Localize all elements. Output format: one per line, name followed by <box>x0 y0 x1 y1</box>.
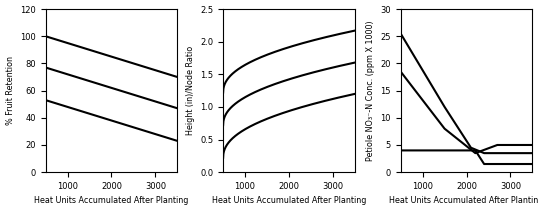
X-axis label: Heat Units Accumulated After Planting: Heat Units Accumulated After Planting <box>34 196 189 206</box>
Y-axis label: Petiole NO₃⁻-N Conc. (ppm X 1000): Petiole NO₃⁻-N Conc. (ppm X 1000) <box>366 20 375 161</box>
Y-axis label: Height (in)/Node Ratio: Height (in)/Node Ratio <box>186 46 195 135</box>
X-axis label: Heat Units Accumulated After Planting: Heat Units Accumulated After Planting <box>212 196 366 206</box>
X-axis label: Heat Units Accumulated After Planting: Heat Units Accumulated After Planting <box>390 196 538 206</box>
Y-axis label: % Fruit Retention: % Fruit Retention <box>5 56 15 125</box>
